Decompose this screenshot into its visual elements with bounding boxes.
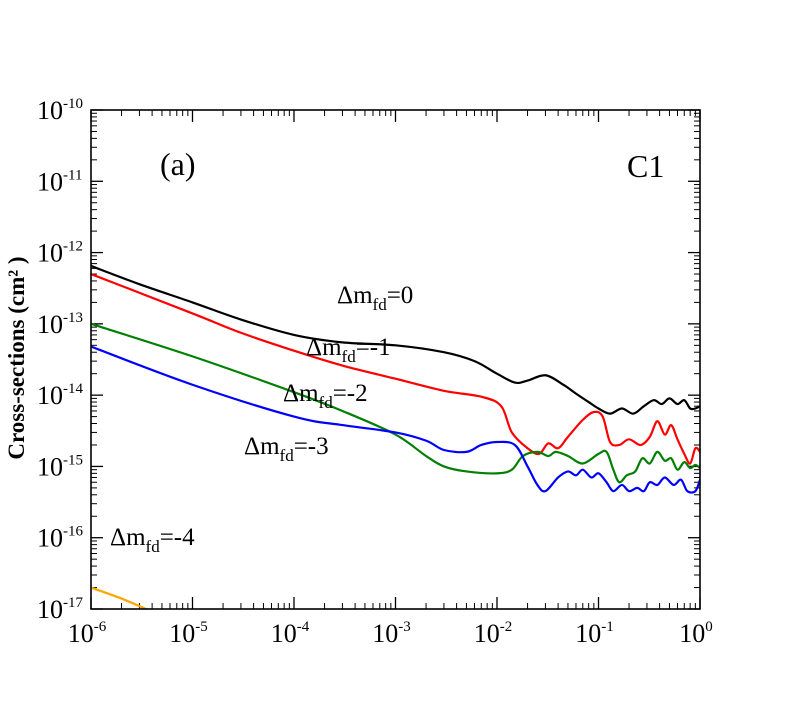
series-lines bbox=[91, 264, 700, 609]
plot-frame bbox=[90, 109, 701, 610]
plot-area bbox=[90, 109, 701, 610]
series-label-0: Δmfd=0 bbox=[337, 282, 413, 314]
series-line-4 bbox=[91, 586, 148, 609]
y-tick-label: 10-16 bbox=[37, 524, 83, 553]
x-tick-label: 10-1 bbox=[575, 619, 614, 648]
x-tick-labels: 10-6 10-5 10-4 10-3 10-2 10-1 100 bbox=[68, 619, 713, 648]
x-tick-label: 100 bbox=[679, 619, 713, 648]
series-labels: Δmfd=0 Δmfd=-1 Δmfd=-2 Δmfd=-3 Δmfd=-4 bbox=[110, 282, 413, 556]
series-line-0 bbox=[91, 264, 700, 415]
x-tick-label: 10-4 bbox=[271, 619, 310, 648]
y-tick-label: 10-13 bbox=[37, 310, 83, 339]
y-tick-label: 10-11 bbox=[37, 167, 82, 196]
series-label-2: Δmfd=-2 bbox=[283, 380, 368, 412]
x-tick-label: 10-6 bbox=[68, 619, 107, 648]
series-label-3: Δmfd=-3 bbox=[244, 433, 329, 465]
y-tick-label: 10-10 bbox=[37, 96, 83, 125]
series-label-1: Δmfd=-1 bbox=[306, 334, 391, 366]
series-line-2 bbox=[91, 322, 700, 484]
y-tick-labels: 10-17 10-16 10-15 10-14 10-13 10-12 10-11 10-10 bbox=[37, 96, 83, 624]
x-tick-label: 10-5 bbox=[169, 619, 208, 648]
x-tick-label: 10-3 bbox=[372, 619, 411, 648]
y-tick-label: 10-14 bbox=[37, 381, 83, 410]
series-line-1 bbox=[91, 272, 700, 465]
panel-label: (a) bbox=[160, 146, 196, 182]
case-label: C1 bbox=[627, 148, 664, 184]
y-tick-label: 10-17 bbox=[37, 595, 83, 624]
series-line-3 bbox=[91, 345, 700, 494]
y-tick-label: 10-12 bbox=[37, 239, 83, 268]
x-tick-label: 10-2 bbox=[474, 619, 513, 648]
y-axis-label: Cross-sections (cm² ) bbox=[4, 256, 29, 459]
y-tick-label: 10-15 bbox=[37, 452, 83, 481]
series-label-4: Δmfd=-4 bbox=[110, 524, 195, 556]
